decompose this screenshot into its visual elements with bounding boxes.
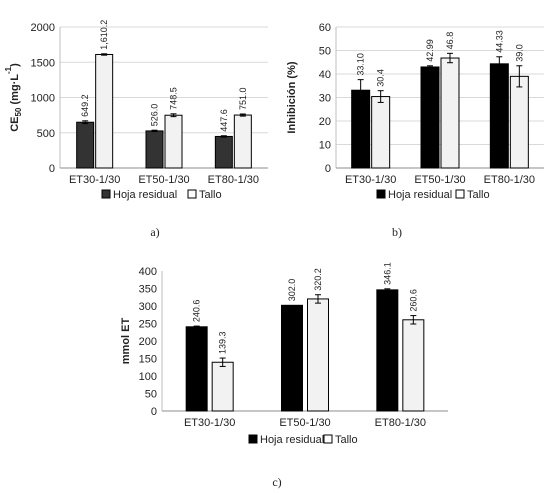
data-label: 526.0	[150, 104, 160, 127]
y-tick-label: 30	[319, 93, 331, 105]
panel-label: a)	[150, 225, 159, 239]
legend-label: Tallo	[335, 434, 358, 446]
legend-swatch	[455, 189, 465, 199]
x-tick-label: ET80-1/30	[484, 174, 535, 186]
x-tick-label: ET30-1/30	[345, 174, 396, 186]
x-tick-label: ET50-1/30	[279, 417, 330, 429]
legend-label: Tallo	[199, 189, 222, 201]
y-tick-label: 10	[319, 140, 331, 152]
panel-label: b)	[392, 225, 402, 239]
chart-panel-1: 0 500 1000 1500 2000 CE50 (mg·L-1) 649.2 1,610.…	[4, 20, 268, 239]
bar-hoja-residual	[281, 304, 303, 412]
data-label: 46.8	[445, 32, 455, 50]
bar-tallo	[233, 114, 252, 169]
data-label: 240.6	[192, 300, 202, 323]
y-tick-label: 50	[145, 389, 157, 401]
x-tick-label: ET80-1/30	[375, 417, 426, 429]
y-axis-label: CE50 (mg·L-1)	[4, 63, 23, 132]
bar-hoja-residual	[351, 89, 371, 169]
y-tick-label: 200	[139, 336, 157, 348]
y-axis-label: Inhibición (%)	[286, 61, 298, 133]
legend-swatch	[187, 189, 197, 199]
data-label: 39.0	[514, 44, 524, 62]
bar-hoja-residual	[145, 130, 164, 169]
bar-tallo	[440, 57, 460, 169]
chart-panel-3: 0 50 100 150 200 250 300 350 400 mmol ET 240.6 139.…	[120, 262, 448, 489]
y-tick-label: 0	[49, 163, 55, 175]
data-label: 260.6	[408, 289, 418, 312]
data-label: 1,610.2	[99, 20, 109, 50]
data-label: 42.99	[425, 39, 435, 62]
y-tick-label: 250	[139, 319, 157, 331]
y-tick-label: 40	[319, 69, 331, 81]
panel-label: c)	[272, 475, 281, 489]
bar-hoja-residual	[76, 121, 95, 169]
legend-swatch	[101, 189, 111, 199]
bar-tallo	[211, 361, 234, 412]
bar-tallo	[95, 53, 114, 169]
y-tick-label: 500	[37, 128, 55, 140]
legend-swatch	[376, 189, 386, 199]
legend-swatch	[248, 434, 258, 444]
bar-tallo	[509, 75, 529, 169]
data-label: 447.6	[219, 109, 229, 132]
y-tick-label: 100	[139, 371, 157, 383]
y-tick-label: 350	[139, 284, 157, 296]
data-label: 302.0	[287, 279, 297, 302]
y-tick-label: 1500	[31, 57, 55, 69]
y-tick-label: 0	[151, 406, 157, 418]
data-label: 751.0	[238, 87, 248, 110]
y-tick-label: 2000	[31, 22, 55, 34]
y-axis-label: mmol ET	[120, 317, 132, 364]
x-tick-label: ET50-1/30	[138, 174, 189, 186]
legend-swatch	[323, 434, 333, 444]
data-label: 346.1	[382, 262, 392, 285]
data-label: 33.10	[356, 53, 366, 76]
data-label: 139.3	[218, 332, 228, 355]
x-tick-label: ET50-1/30	[414, 174, 465, 186]
bar-hoja-residual	[185, 326, 208, 412]
bar-tallo	[307, 298, 329, 412]
legend-label: Hoja residual	[113, 189, 177, 201]
bar-hoja-residual	[214, 135, 233, 169]
data-label: 748.5	[169, 87, 179, 110]
legend-label: Hoja residual	[388, 189, 452, 201]
bar-tallo	[371, 96, 391, 169]
bar-hoja-residual	[420, 66, 440, 169]
y-tick-label: 300	[139, 301, 157, 313]
legend-label: Hoja residual	[260, 434, 324, 446]
data-label: 649.2	[80, 94, 90, 117]
bar-tallo	[164, 114, 183, 169]
x-tick-label: ET30-1/30	[69, 174, 120, 186]
bar-hoja-residual	[489, 63, 509, 169]
data-label: 320.2	[313, 268, 323, 291]
y-tick-label: 50	[319, 46, 331, 58]
bar-hoja-residual	[376, 289, 399, 412]
y-tick-label: 60	[319, 22, 331, 34]
y-tick-label: 1000	[31, 93, 55, 105]
y-tick-label: 0	[325, 163, 331, 175]
y-tick-label: 150	[139, 354, 157, 366]
data-label: 30.4	[376, 69, 386, 87]
x-tick-label: ET30-1/30	[184, 417, 235, 429]
y-tick-label: 20	[319, 116, 331, 128]
bar-tallo	[402, 319, 425, 412]
data-label: 44.33	[494, 30, 504, 53]
legend-label: Tallo	[467, 189, 490, 201]
y-tick-label: 400	[139, 266, 157, 278]
x-tick-label: ET80-1/30	[208, 174, 259, 186]
chart-panel-2: 0 10 20 30 40 50 60 Inhibición (%) 33.10 30.4 ET30…	[286, 22, 544, 239]
